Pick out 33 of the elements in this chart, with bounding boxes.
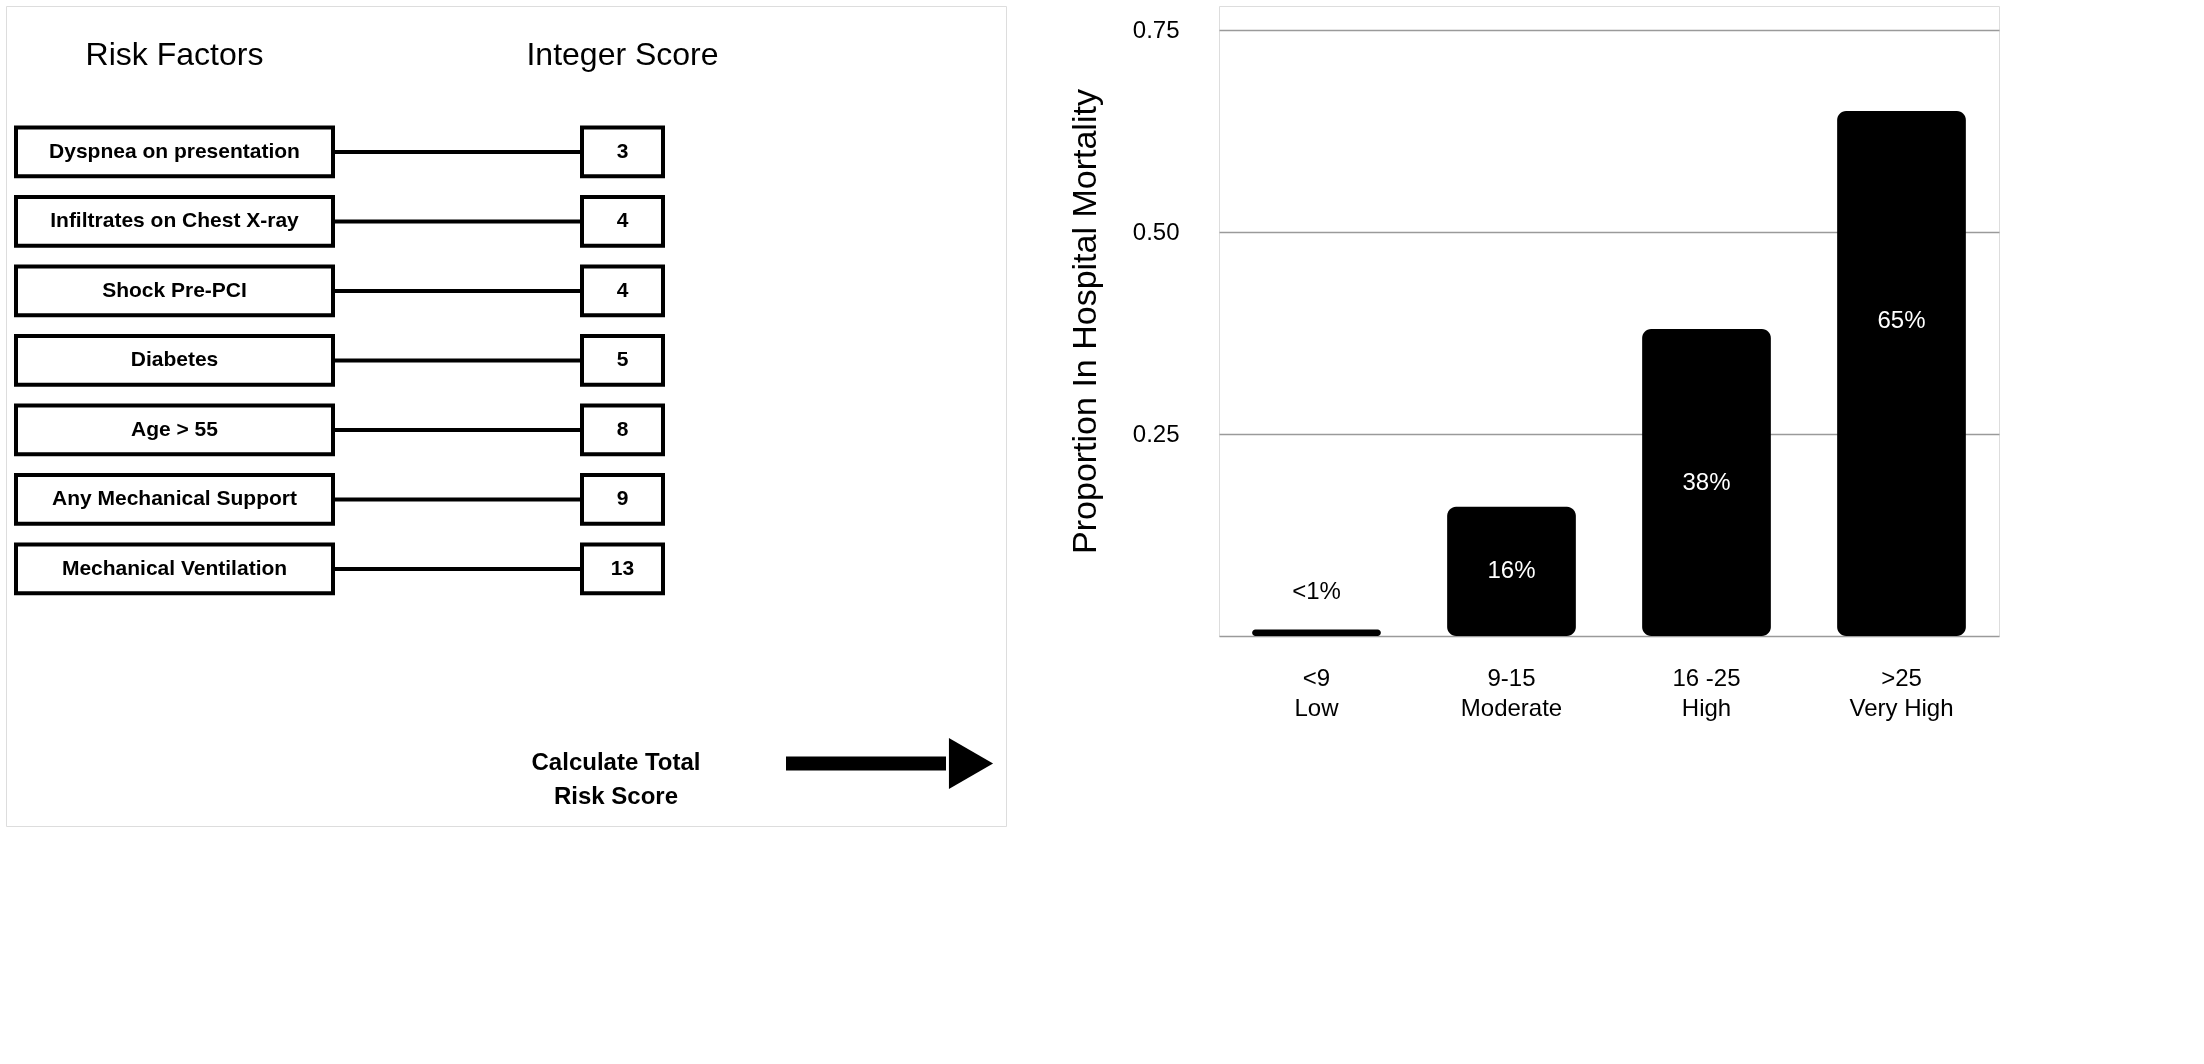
y-tick-label: 0.75 — [1132, 15, 1180, 43]
x-tick-label: 9-15 Moderate — [1460, 663, 1563, 721]
data-label: <1% — [1292, 576, 1341, 604]
data-label: 9 — [616, 486, 629, 510]
data-label: 4 — [616, 208, 629, 232]
category-label: Age > 55 — [131, 416, 219, 440]
category-label: Infiltrates on Chest X-ray — [50, 208, 300, 232]
y-tick-label: 0.50 — [1132, 217, 1180, 245]
data-label: 38% — [1682, 467, 1731, 495]
data-label: 4 — [616, 277, 629, 301]
data-label: 65% — [1877, 306, 1926, 333]
category-label: Diabetes — [130, 347, 219, 371]
category-label: Any Mechanical Support — [51, 486, 298, 510]
category-label: Shock Pre-PCI — [102, 277, 247, 301]
data-label: 13 — [610, 555, 635, 579]
bar — [1252, 629, 1381, 636]
data-label: 5 — [616, 347, 629, 371]
text: Calculate Total Risk Score — [531, 748, 701, 810]
y-axis-title: Proportion In Hospital Mortality — [1064, 89, 1103, 554]
x-tick-label: 16 -25 High — [1672, 663, 1741, 721]
x-tick-label: <9 Low — [1294, 663, 1340, 721]
x-tick-label: >25 Very High — [1849, 663, 1954, 721]
data-label: 8 — [616, 416, 629, 440]
data-label: 3 — [616, 138, 629, 162]
text: Integer Score — [526, 35, 719, 72]
category-label: Dyspnea on presentation — [49, 138, 300, 162]
bar — [1447, 506, 1576, 636]
bar — [1642, 329, 1771, 636]
category-label: Mechanical Ventilation — [61, 555, 288, 579]
y-tick-label: 0.25 — [1132, 419, 1180, 447]
text: Risk Factors — [85, 35, 264, 72]
bar — [1837, 111, 1966, 636]
data-label: 16% — [1487, 556, 1536, 584]
